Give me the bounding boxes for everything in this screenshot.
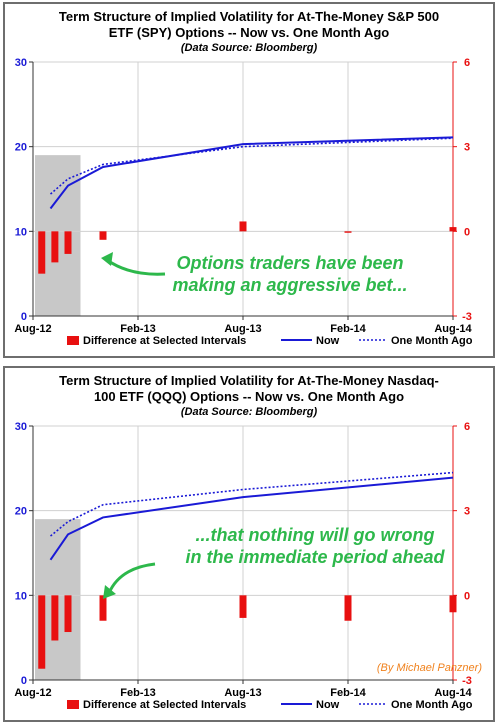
legend-label-difference: Difference at Selected Intervals (83, 335, 246, 347)
chart-title: Term Structure of Implied Volatility for… (5, 373, 493, 405)
left-tick-label: 10 (15, 226, 27, 238)
x-tick-label: Aug-13 (224, 323, 261, 335)
x-tick-label: Feb-14 (330, 323, 366, 335)
legend-label-difference: Difference at Selected Intervals (83, 699, 246, 711)
chart-title-line-2: 100 ETF (QQQ) Options -- Now vs. One Mon… (93, 389, 405, 404)
legend-swatch-bar (67, 700, 79, 709)
x-tick-label: Aug-14 (434, 687, 472, 699)
right-tick-label: 3 (464, 506, 470, 518)
difference-bar (239, 595, 247, 618)
annotation-arrowhead (103, 585, 116, 599)
x-tick-label: Feb-13 (120, 323, 155, 335)
chart-subtitle: (Data Source: Bloomberg) (180, 406, 318, 418)
difference-bar (344, 231, 352, 233)
chart-subtitle: (Data Source: Bloomberg) (180, 42, 318, 54)
difference-bar (38, 231, 46, 274)
right-tick-label: -3 (462, 675, 472, 687)
legend-swatch-bar (67, 336, 79, 345)
difference-bar (449, 595, 457, 613)
right-tick-label: 6 (464, 421, 470, 433)
series-line-now (49, 476, 454, 561)
left-tick-label: 20 (15, 506, 27, 518)
chart-title-line-1: Term Structure of Implied Volatility for… (59, 373, 439, 388)
right-tick-label: -3 (462, 311, 472, 323)
difference-bar (51, 595, 59, 641)
difference-bar (99, 595, 107, 621)
chart-title-line-1: Term Structure of Implied Volatility for… (58, 9, 440, 24)
chart-plot: 0 10 20 30 -3 0 3 6 Aug-12 Feb-13 Aug-13 Feb-14 Aug-… (14, 421, 482, 711)
annotation-text: making an aggressive bet... (172, 275, 407, 295)
difference-bar (239, 221, 247, 232)
left-tick-label: 30 (15, 57, 27, 69)
x-tick-label: Feb-13 (120, 687, 155, 699)
right-tick-label: 6 (464, 57, 470, 69)
x-tick-label: Aug-12 (14, 323, 51, 335)
difference-bar (64, 231, 72, 254)
annotation-arrow (106, 258, 166, 276)
left-tick-label: 0 (21, 675, 27, 687)
chart-title: Term Structure of Implied Volatility for… (5, 9, 493, 41)
series-line-now (49, 136, 454, 210)
series-line-one-month-ago (49, 471, 454, 537)
x-tick-label: Feb-14 (330, 687, 366, 699)
legend-label-one-month-ago: One Month Ago (391, 335, 473, 347)
credit-text: (By Michael Panzner) (377, 662, 482, 674)
x-tick-label: Aug-13 (224, 687, 261, 699)
chart-plot: 0 10 20 30 -3 0 3 6 Aug-12 Feb-13 Aug-13 Feb-14 Aug-… (14, 57, 473, 347)
chart-panel-spy: Term Structure of Implied Volatility for… (3, 2, 495, 358)
difference-bar (449, 227, 457, 232)
annotation-text: ...that nothing will go wrong (196, 525, 435, 545)
left-tick-label: 20 (15, 142, 27, 154)
difference-bar (64, 595, 72, 633)
difference-bar (344, 595, 352, 621)
right-tick-label: 0 (464, 590, 470, 602)
annotation-arrowhead (101, 252, 113, 266)
right-tick-label: 3 (464, 142, 470, 154)
left-tick-label: 30 (15, 421, 27, 433)
chart-title-line-2: ETF (SPY) Options -- Now vs. One Month A… (108, 25, 390, 40)
chart-panel-qqq: Term Structure of Implied Volatility for… (3, 366, 495, 722)
x-tick-label: Aug-14 (434, 323, 472, 335)
series-line-one-month-ago (49, 137, 454, 195)
difference-bar (99, 231, 107, 240)
left-tick-label: 10 (15, 590, 27, 602)
difference-bar (51, 231, 59, 263)
legend-label-now: Now (316, 335, 340, 347)
annotation-text: in the immediate period ahead (185, 547, 445, 567)
left-tick-label: 0 (21, 311, 27, 323)
annotation-text: Options traders have been (176, 253, 403, 273)
legend-label-one-month-ago: One Month Ago (391, 699, 473, 711)
annotation-arrow (107, 562, 156, 594)
right-tick-label: 0 (464, 226, 470, 238)
x-tick-label: Aug-12 (14, 687, 51, 699)
difference-bar (38, 595, 46, 669)
legend-label-now: Now (316, 699, 340, 711)
